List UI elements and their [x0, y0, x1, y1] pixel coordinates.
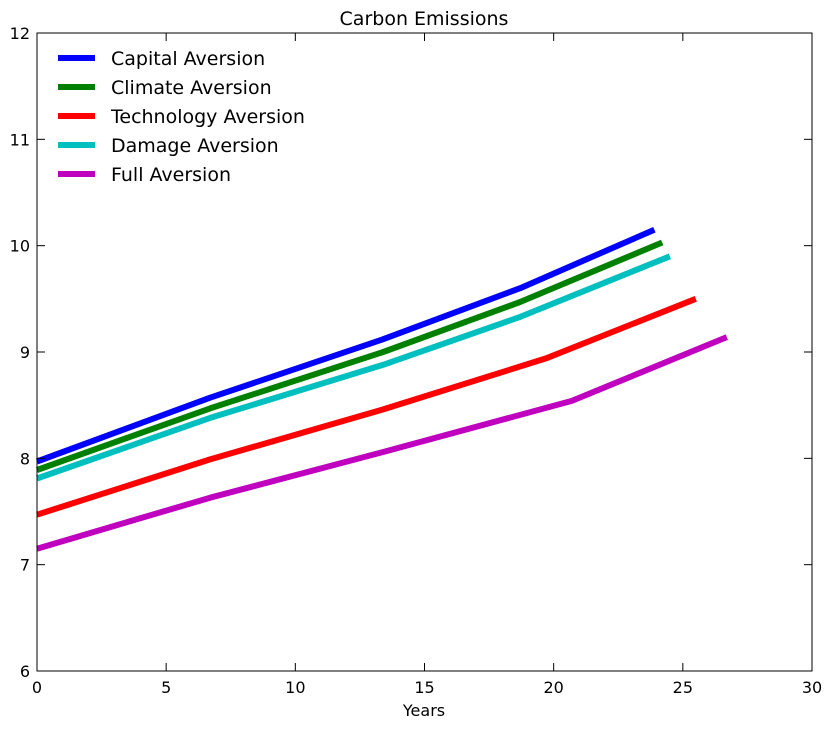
y-tick-label: 11 [10, 130, 30, 149]
legend-label-2: Climate Aversion [111, 77, 272, 99]
x-tick-label: 5 [161, 678, 171, 697]
series-line-1 [35, 226, 656, 465]
legend-label-3: Technology Aversion [110, 106, 305, 128]
y-tick-label: 12 [10, 24, 30, 43]
x-tick-label: 30 [802, 678, 822, 697]
legend-label-4: Damage Aversion [111, 135, 279, 157]
series-line-3 [36, 296, 697, 518]
y-tick-label: 6 [20, 662, 30, 681]
legend: Capital Aversion Climate Aversion Technolo… [58, 48, 305, 186]
x-tick-label: 0 [32, 678, 42, 697]
y-tick-label: 8 [20, 449, 30, 468]
legend-label-5: Full Aversion [111, 164, 231, 186]
x-tick-label: 20 [543, 678, 563, 697]
x-tick-label: 10 [285, 678, 305, 697]
x-axis-title: Years [402, 701, 445, 720]
legend-label-1: Capital Aversion [111, 48, 265, 70]
y-tick-label: 7 [20, 556, 30, 575]
series-line-2 [35, 239, 664, 473]
x-tick-label: 15 [414, 678, 434, 697]
y-tick-label: 9 [20, 343, 30, 362]
x-tick-label: 25 [673, 678, 693, 697]
y-tick-label: 10 [10, 237, 30, 256]
axis-ticks: 0 5 10 15 20 25 30 6 7 8 9 10 11 12 [10, 24, 823, 697]
series-line-4 [36, 253, 672, 482]
series-line-5 [36, 334, 728, 552]
chart-title: Carbon Emissions [340, 8, 509, 30]
series-lines [35, 226, 728, 552]
